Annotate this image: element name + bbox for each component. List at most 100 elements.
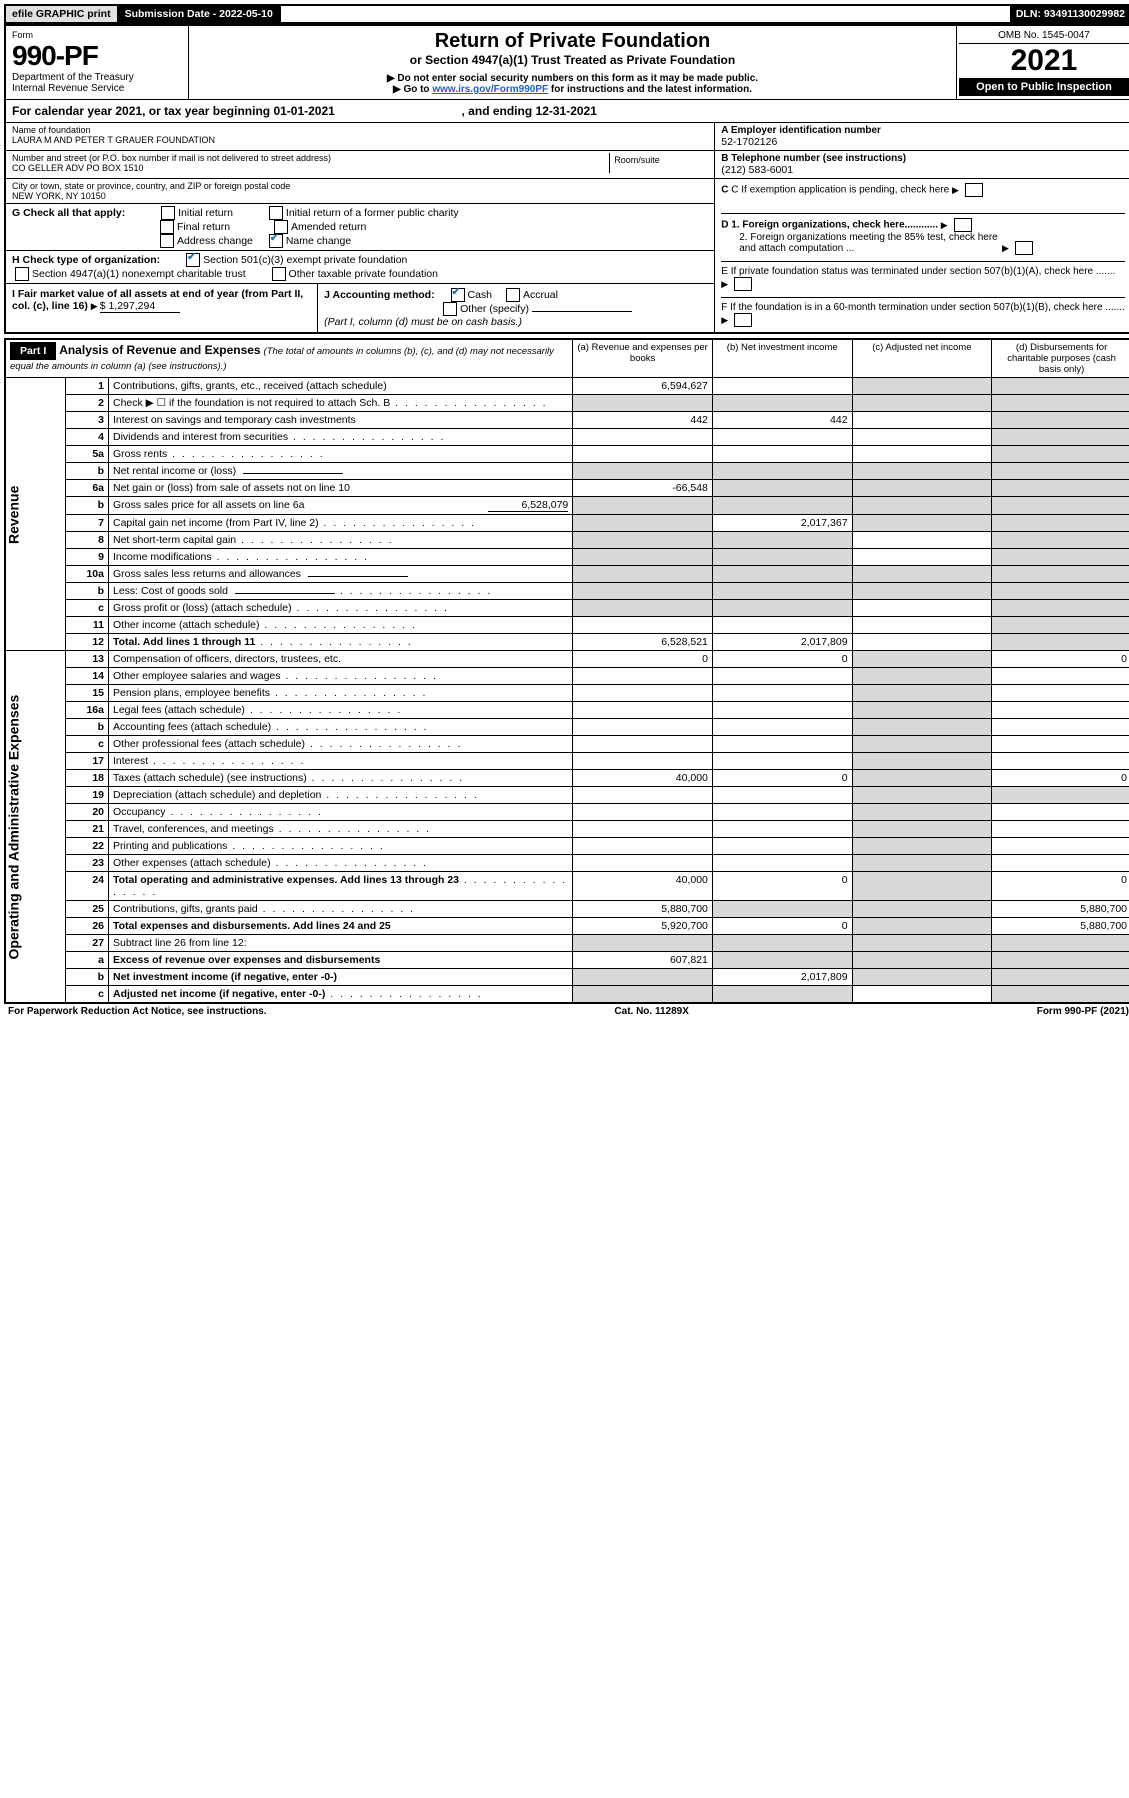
- amount-cell: [573, 429, 713, 446]
- g-address-checkbox[interactable]: [160, 234, 174, 248]
- dln-label: DLN: 93491130029982: [1010, 6, 1129, 22]
- section-side-label: Operating and Administrative Expenses: [5, 651, 66, 1004]
- irs-label: Internal Revenue Service: [12, 83, 182, 94]
- shaded-cell: [992, 463, 1129, 480]
- line-number: 14: [66, 668, 109, 685]
- ein-label: A Employer identification number: [721, 125, 1125, 136]
- h-501c3-checkbox[interactable]: [186, 253, 200, 267]
- h-other-checkbox[interactable]: [272, 267, 286, 281]
- amount-cell: [712, 429, 852, 446]
- top-bar: efile GRAPHIC print Submission Date - 20…: [4, 4, 1129, 24]
- line-number: 12: [66, 634, 109, 651]
- amount-cell: [992, 821, 1129, 838]
- g-final-checkbox[interactable]: [160, 220, 174, 234]
- shaded-cell: [573, 497, 713, 515]
- e-checkbox[interactable]: [734, 277, 752, 291]
- amount-cell: [573, 617, 713, 634]
- shaded-cell: [852, 668, 992, 685]
- shaded-cell: [992, 600, 1129, 617]
- amount-cell: [573, 736, 713, 753]
- amount-cell: [712, 668, 852, 685]
- line-description: Other expenses (attach schedule): [109, 855, 573, 872]
- room-label: Room/suite: [614, 155, 704, 165]
- shaded-cell: [712, 986, 852, 1004]
- irs-link[interactable]: www.irs.gov/Form990PF: [432, 84, 548, 95]
- shaded-cell: [852, 515, 992, 532]
- shaded-cell: [852, 969, 992, 986]
- amount-cell: [573, 804, 713, 821]
- amount-cell: [852, 617, 992, 634]
- shaded-cell: [852, 583, 992, 600]
- part1-tab: Part I: [10, 342, 56, 360]
- amount-cell: [712, 702, 852, 719]
- shaded-cell: [992, 532, 1129, 549]
- amount-cell: [573, 753, 713, 770]
- shaded-cell: [852, 566, 992, 583]
- d2-label: 2. Foreign organizations meeting the 85%…: [721, 232, 1125, 255]
- amount-cell: 442: [712, 412, 852, 429]
- h-block: H Check type of organization: Section 50…: [6, 251, 715, 284]
- line-number: 9: [66, 549, 109, 566]
- amount-cell: 2,017,809: [712, 969, 852, 986]
- h-4947-checkbox[interactable]: [15, 267, 29, 281]
- g-initial-checkbox[interactable]: [161, 206, 175, 220]
- g-initial-public-checkbox[interactable]: [269, 206, 283, 220]
- amount-cell: [852, 412, 992, 429]
- line-number: c: [66, 986, 109, 1004]
- line-number: 17: [66, 753, 109, 770]
- col-d-header: (d) Disbursements for charitable purpose…: [992, 339, 1129, 378]
- line-number: 3: [66, 412, 109, 429]
- efile-label[interactable]: efile GRAPHIC print: [6, 6, 119, 22]
- city-value: NEW YORK, NY 10150: [12, 191, 708, 201]
- shaded-cell: [992, 412, 1129, 429]
- g-block: G Check all that apply: Initial return I…: [6, 204, 715, 251]
- fmv-value: $ 1,297,294: [100, 300, 180, 313]
- form-header: Form 990-PF Department of the Treasury I…: [4, 24, 1129, 334]
- f-label: F If the foundation is in a 60-month ter…: [721, 297, 1125, 327]
- g-name-checkbox[interactable]: [269, 234, 283, 248]
- shaded-cell: [712, 549, 852, 566]
- line-number: 2: [66, 395, 109, 412]
- shaded-cell: [852, 685, 992, 702]
- j-other-checkbox[interactable]: [443, 302, 457, 316]
- f-checkbox[interactable]: [734, 313, 752, 327]
- d1-label: D 1. Foreign organizations, check here..…: [721, 213, 1125, 232]
- j-accrual-checkbox[interactable]: [506, 288, 520, 302]
- shaded-cell: [852, 804, 992, 821]
- line-description: Other income (attach schedule): [109, 617, 573, 634]
- i-block: I Fair market value of all assets at end…: [6, 284, 318, 332]
- shaded-cell: [852, 480, 992, 497]
- amount-cell: [992, 855, 1129, 872]
- d1-checkbox[interactable]: [954, 218, 972, 232]
- line-number: 22: [66, 838, 109, 855]
- line-number: 25: [66, 901, 109, 918]
- address-value: CO GELLER ADV PO BOX 1510: [12, 163, 609, 173]
- shaded-cell: [712, 901, 852, 918]
- shaded-cell: [712, 480, 852, 497]
- amount-cell: 0: [573, 651, 713, 668]
- d2-checkbox[interactable]: [1015, 241, 1033, 255]
- amount-cell: [573, 668, 713, 685]
- j-cash-checkbox[interactable]: [451, 288, 465, 302]
- shaded-cell: [573, 549, 713, 566]
- shaded-cell: [852, 702, 992, 719]
- shaded-cell: [992, 497, 1129, 515]
- line-description: Travel, conferences, and meetings: [109, 821, 573, 838]
- amount-cell: [712, 736, 852, 753]
- line-number: c: [66, 736, 109, 753]
- shaded-cell: [852, 736, 992, 753]
- line-description: Contributions, gifts, grants, etc., rece…: [109, 378, 573, 395]
- line-description: Gross profit or (loss) (attach schedule): [109, 600, 573, 617]
- shaded-cell: [712, 952, 852, 969]
- line-number: 21: [66, 821, 109, 838]
- amount-cell: 0: [712, 918, 852, 935]
- shaded-cell: [852, 378, 992, 395]
- address-label: Number and street (or P.O. box number if…: [12, 153, 609, 163]
- shaded-cell: [992, 617, 1129, 634]
- shaded-cell: [852, 463, 992, 480]
- c-checkbox[interactable]: [965, 183, 983, 197]
- shaded-cell: [573, 600, 713, 617]
- amount-cell: [992, 719, 1129, 736]
- shaded-cell: [992, 549, 1129, 566]
- shaded-cell: [852, 952, 992, 969]
